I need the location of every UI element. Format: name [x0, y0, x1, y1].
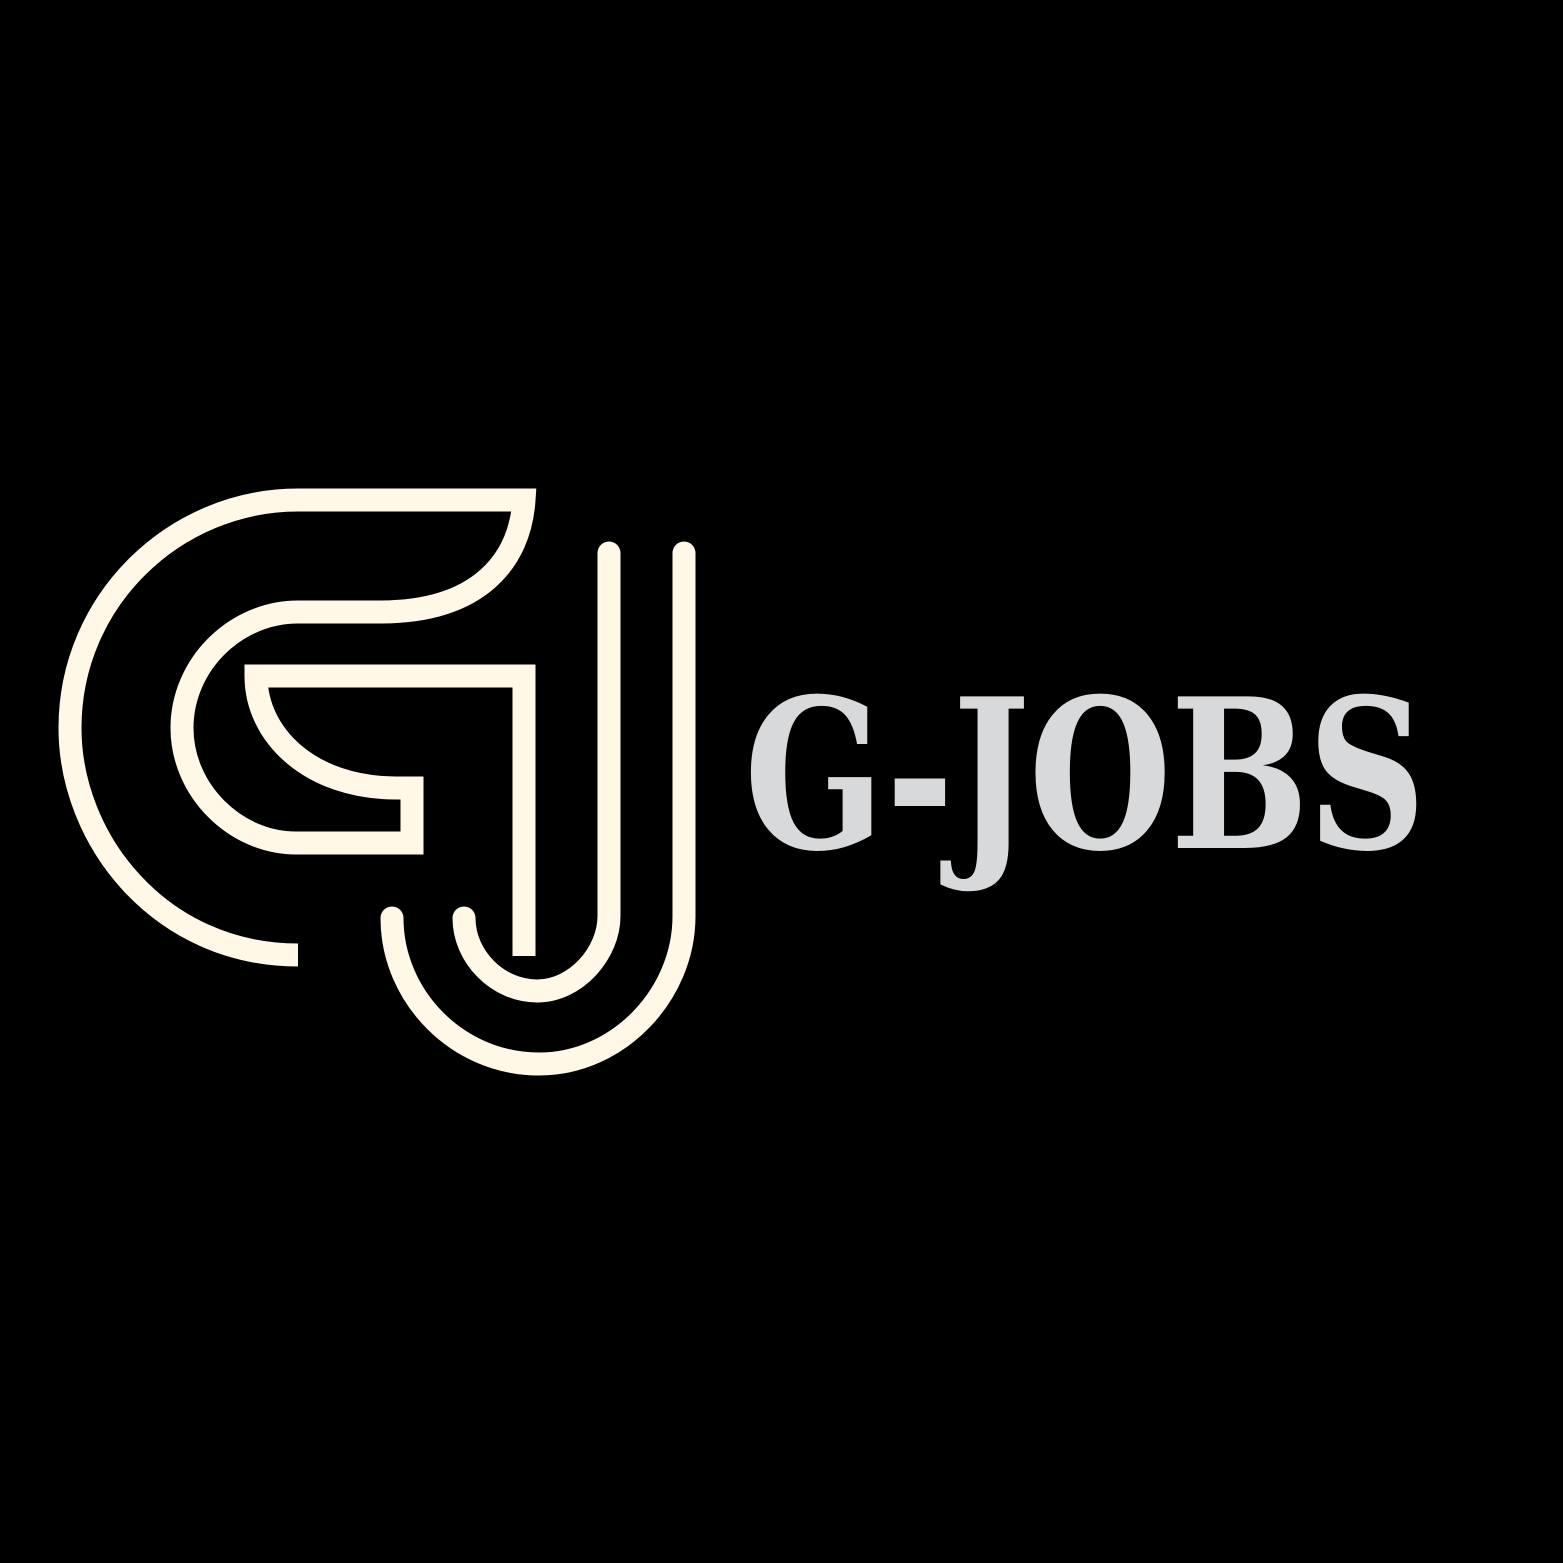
brand-wordmark: G-JOBS	[744, 654, 1426, 898]
j-inner-outline	[452, 541, 621, 1003]
j-outer-outline	[380, 541, 696, 1076]
g-outer-outline	[58, 488, 537, 967]
